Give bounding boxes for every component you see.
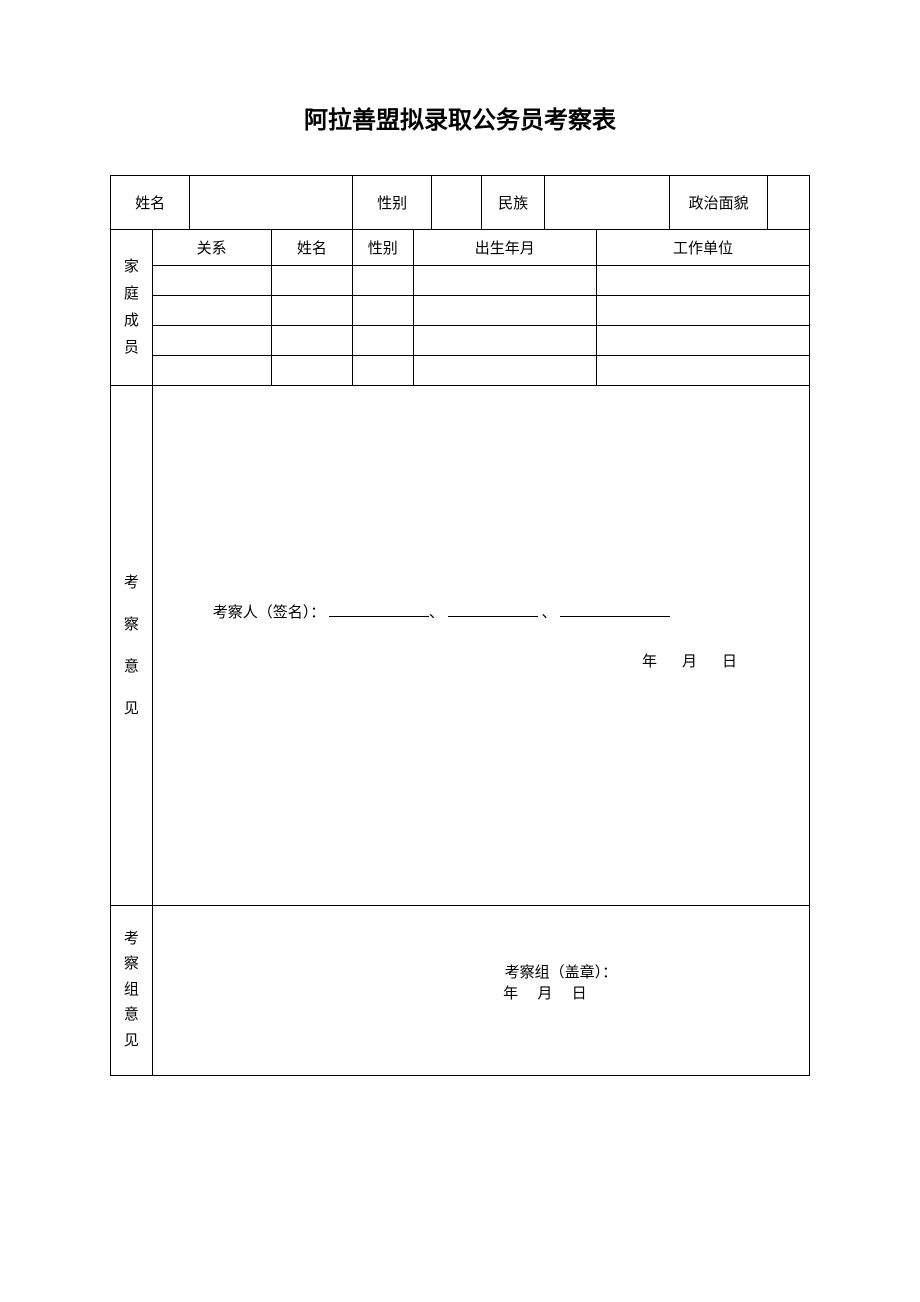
family-row (111, 266, 810, 296)
value-gender (432, 176, 482, 230)
opinion-cell: 考察人（签名）： 、 、 年 月 日 (152, 386, 809, 906)
label-group-side: 考 察 组 意 见 (111, 906, 153, 1076)
family-hdr-birth: 出生年月 (413, 230, 597, 266)
family-row (111, 296, 810, 326)
family-hdr-name: 姓名 (271, 230, 352, 266)
family-hdr-work: 工作单位 (597, 230, 810, 266)
value-political (768, 176, 810, 230)
family-hdr-gender: 性别 (353, 230, 414, 266)
label-ethnic: 民族 (482, 176, 545, 230)
label-name: 姓名 (111, 176, 190, 230)
group-cell: 考察组（盖章）： 年 月 日 (152, 906, 809, 1076)
group-date-line: 年 月 日 (153, 982, 809, 1003)
group-stamp-line: 考察组（盖章）： (153, 961, 809, 982)
family-row (111, 326, 810, 356)
value-ethnic (544, 176, 669, 230)
family-row (111, 356, 810, 386)
label-family-side: 家 庭 成 员 (111, 230, 153, 386)
inspector-sign-line: 考察人（签名）： 、 、 (173, 601, 789, 622)
label-political: 政治面貌 (670, 176, 768, 230)
form-title: 阿拉善盟拟录取公务员考察表 (110, 100, 810, 135)
label-gender: 性别 (353, 176, 432, 230)
value-name (190, 176, 353, 230)
family-hdr-relation: 关系 (152, 230, 271, 266)
form-table: 姓名 性别 民族 政治面貌 家 庭 成 员 关系 姓名 性别 出生年月 工作单位 (110, 175, 810, 1076)
label-opinion-side: 考 察 意 见 (111, 386, 153, 906)
opinion-date-line: 年 月 日 (173, 650, 789, 671)
